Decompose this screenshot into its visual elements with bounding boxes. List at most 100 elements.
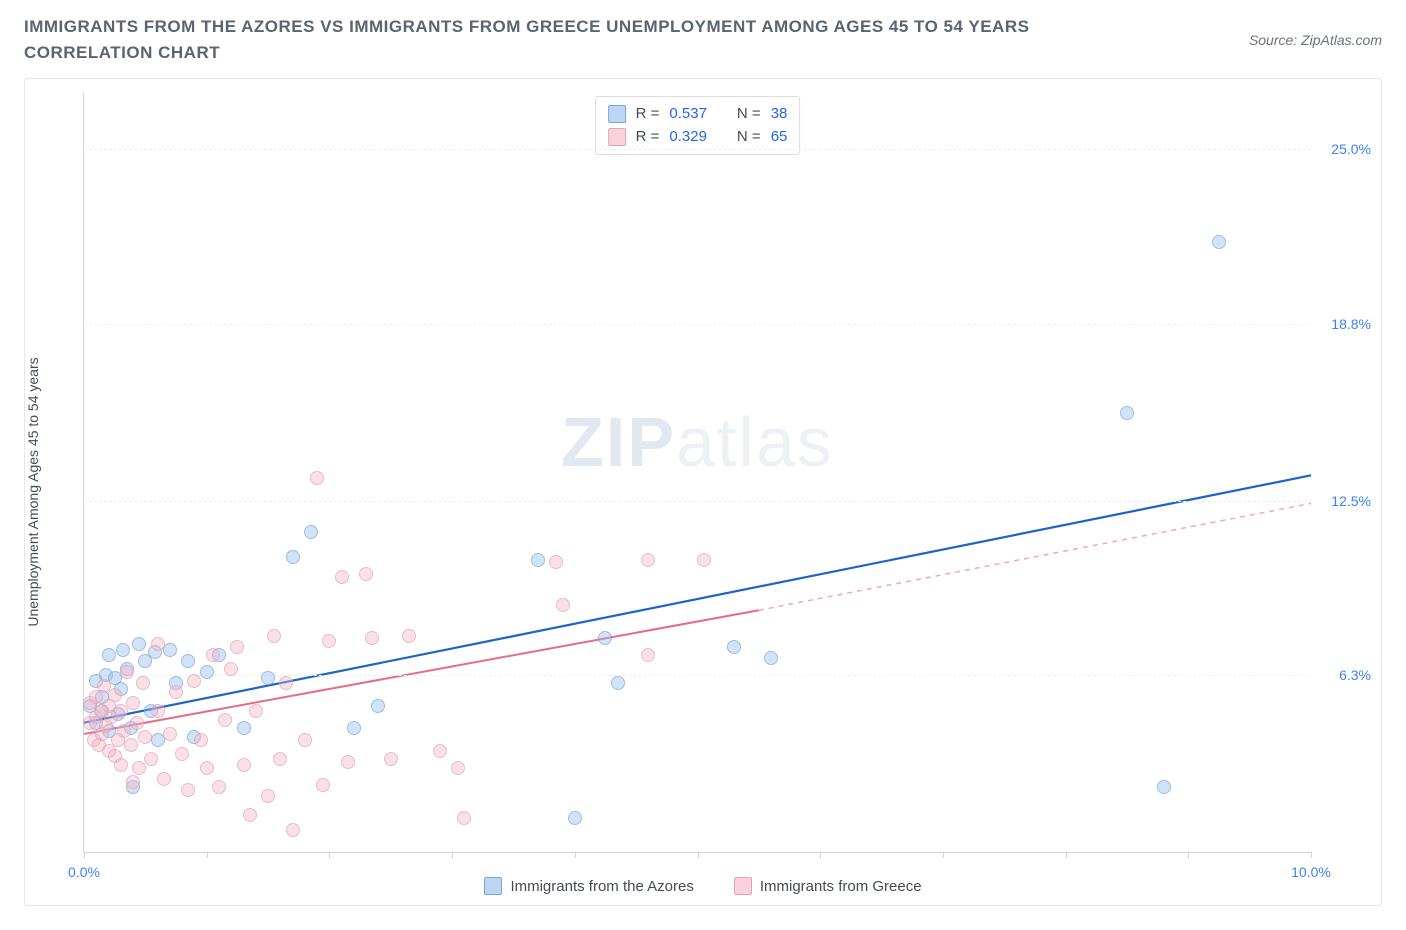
x-tick xyxy=(575,852,576,858)
data-point-greece xyxy=(224,662,238,676)
gridline xyxy=(84,324,1311,325)
data-point-greece xyxy=(556,598,570,612)
data-point-greece xyxy=(365,631,379,645)
data-point-azores xyxy=(181,654,195,668)
gridline xyxy=(84,149,1311,150)
data-point-greece xyxy=(451,761,465,775)
data-point-greece xyxy=(402,629,416,643)
chart-title: IMMIGRANTS FROM THE AZORES VS IMMIGRANTS… xyxy=(24,14,1124,67)
data-point-greece xyxy=(243,808,257,822)
x-tick xyxy=(698,852,699,858)
data-point-greece xyxy=(187,674,201,688)
plot-area: ZIPatlas R = 0.537 N = 38 R = 0.329 N = … xyxy=(83,93,1311,853)
x-tick xyxy=(452,852,453,858)
y-tick-label: 12.5% xyxy=(1331,493,1371,509)
data-point-greece xyxy=(310,471,324,485)
y-tick-label: 25.0% xyxy=(1331,141,1371,157)
swatch-greece xyxy=(608,128,626,146)
data-point-greece xyxy=(130,716,144,730)
data-point-greece xyxy=(273,752,287,766)
data-point-greece xyxy=(261,789,275,803)
data-point-greece xyxy=(212,780,226,794)
source-label: Source: ZipAtlas.com xyxy=(1249,14,1382,48)
data-point-azores xyxy=(1212,235,1226,249)
data-point-greece xyxy=(230,640,244,654)
data-point-greece xyxy=(267,629,281,643)
legend-item-greece: Immigrants from Greece xyxy=(734,877,922,895)
data-point-greece xyxy=(144,752,158,766)
data-point-greece xyxy=(316,778,330,792)
chart-container: Unemployment Among Ages 45 to 54 years Z… xyxy=(24,78,1382,906)
data-point-azores xyxy=(261,671,275,685)
data-point-greece xyxy=(124,738,138,752)
x-tick xyxy=(1188,852,1189,858)
r-label: R = xyxy=(636,126,660,149)
data-point-azores xyxy=(116,643,130,657)
y-tick-label: 18.8% xyxy=(1331,316,1371,332)
series-legend: Immigrants from the Azores Immigrants fr… xyxy=(25,877,1381,895)
n-value-azores: 38 xyxy=(771,103,788,126)
data-point-azores xyxy=(611,676,625,690)
n-label: N = xyxy=(737,126,761,149)
data-point-greece xyxy=(697,553,711,567)
r-value-greece: 0.329 xyxy=(669,126,707,149)
data-point-greece xyxy=(132,761,146,775)
data-point-greece xyxy=(114,704,128,718)
data-point-azores xyxy=(200,665,214,679)
data-point-greece xyxy=(286,823,300,837)
data-point-azores xyxy=(568,811,582,825)
data-point-greece xyxy=(218,713,232,727)
x-tick xyxy=(1066,852,1067,858)
swatch-azores xyxy=(484,877,502,895)
x-tick xyxy=(1311,852,1312,858)
data-point-azores xyxy=(304,525,318,539)
x-tick xyxy=(84,852,85,858)
data-point-greece xyxy=(117,724,131,738)
data-point-azores xyxy=(286,550,300,564)
swatch-azores xyxy=(608,105,626,123)
data-point-greece xyxy=(279,676,293,690)
n-value-greece: 65 xyxy=(771,126,788,149)
data-point-azores xyxy=(102,648,116,662)
data-point-greece xyxy=(384,752,398,766)
data-point-azores xyxy=(1157,780,1171,794)
data-point-greece xyxy=(322,634,336,648)
data-point-greece xyxy=(114,758,128,772)
data-point-greece xyxy=(341,755,355,769)
data-point-azores xyxy=(764,651,778,665)
data-point-greece xyxy=(151,704,165,718)
data-point-greece xyxy=(457,811,471,825)
data-point-greece xyxy=(126,696,140,710)
data-point-greece xyxy=(136,676,150,690)
data-point-azores xyxy=(237,721,251,735)
data-point-greece xyxy=(359,567,373,581)
data-point-greece xyxy=(138,730,152,744)
data-point-greece xyxy=(641,553,655,567)
data-point-greece xyxy=(151,637,165,651)
x-tick xyxy=(943,852,944,858)
data-point-greece xyxy=(298,733,312,747)
data-point-azores xyxy=(371,699,385,713)
data-point-greece xyxy=(237,758,251,772)
legend-item-azores: Immigrants from the Azores xyxy=(484,877,693,895)
r-value-azores: 0.537 xyxy=(669,103,707,126)
correlation-stats-box: R = 0.537 N = 38 R = 0.329 N = 65 xyxy=(595,96,801,155)
legend-label-greece: Immigrants from Greece xyxy=(760,878,922,895)
data-point-greece xyxy=(181,783,195,797)
swatch-greece xyxy=(734,877,752,895)
data-point-azores xyxy=(1120,406,1134,420)
data-point-greece xyxy=(126,775,140,789)
data-point-azores xyxy=(598,631,612,645)
legend-label-azores: Immigrants from the Azores xyxy=(510,878,693,895)
data-point-greece xyxy=(120,665,134,679)
n-label: N = xyxy=(737,103,761,126)
data-point-greece xyxy=(641,648,655,662)
data-point-greece xyxy=(249,704,263,718)
x-tick xyxy=(820,852,821,858)
data-point-azores xyxy=(132,637,146,651)
data-point-greece xyxy=(194,733,208,747)
data-point-greece xyxy=(169,685,183,699)
x-tick xyxy=(207,852,208,858)
y-tick-label: 6.3% xyxy=(1339,667,1371,683)
data-point-azores xyxy=(531,553,545,567)
